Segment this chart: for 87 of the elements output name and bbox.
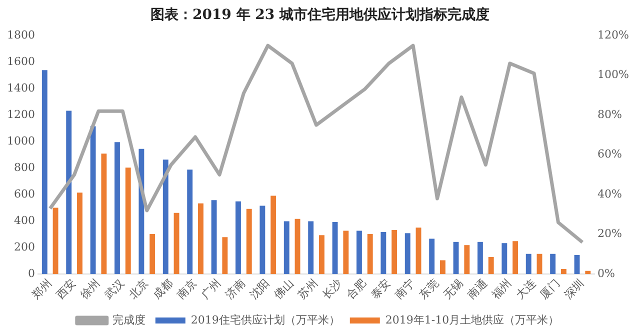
y2-tick-label: 80%	[598, 108, 622, 121]
y-tick-label: 1400	[6, 81, 35, 94]
bar	[574, 255, 580, 274]
bar	[536, 254, 542, 274]
bar	[392, 230, 398, 274]
bar	[512, 241, 518, 274]
bar	[187, 170, 193, 274]
y-tick-label: 1800	[6, 28, 35, 42]
x-tick-label: 东莞	[416, 276, 442, 302]
bar	[343, 230, 349, 274]
bar	[52, 208, 58, 274]
y-tick-label: 800	[14, 160, 35, 174]
y2-tick-label: 120%	[598, 28, 630, 42]
bar	[429, 238, 435, 274]
bar	[502, 243, 508, 274]
y2-tick-label: 20%	[598, 227, 622, 240]
x-tick-label: 成都	[150, 276, 176, 302]
y2-tick-label: 100%	[598, 68, 630, 82]
bar	[318, 235, 324, 274]
bar	[356, 230, 362, 274]
bar	[198, 203, 204, 274]
bar	[294, 218, 300, 274]
bar	[101, 154, 107, 274]
x-tick-label: 深圳	[562, 276, 587, 302]
x-tick-label: 长沙	[320, 276, 345, 302]
bar	[284, 221, 290, 274]
bar	[453, 242, 459, 274]
x-tick-label: 南京	[174, 276, 200, 302]
legend-label: 2019年1-10月土地供应（万平米）	[385, 313, 560, 326]
bar	[90, 126, 96, 274]
x-tick-label: 北京	[126, 276, 152, 302]
x-tick-label: 南宁	[392, 276, 418, 302]
y2-tick-label: 0%	[598, 266, 616, 280]
bar	[477, 242, 483, 274]
bar	[211, 200, 217, 274]
x-tick-label: 南通	[465, 276, 490, 302]
chart-title: 图表：2019 年 23 城市住宅用地供应计划指标完成度	[149, 6, 491, 25]
x-tick-label: 苏州	[296, 276, 320, 302]
x-tick-label: 沈阳	[247, 276, 272, 302]
bar	[526, 254, 532, 274]
bar	[246, 208, 252, 274]
x-tick-label: 徐州	[78, 276, 103, 302]
bar	[125, 168, 131, 274]
bar	[162, 160, 168, 274]
y-tick-label: 1000	[6, 134, 35, 148]
bar	[114, 142, 120, 274]
y2-tick-label: 40%	[598, 187, 622, 200]
bar	[150, 234, 156, 274]
bar	[236, 201, 241, 274]
bar	[380, 232, 386, 274]
bar	[550, 254, 556, 274]
bar	[332, 222, 338, 274]
bar	[367, 234, 373, 274]
bar	[440, 260, 446, 274]
x-tick-label: 合肥	[344, 276, 369, 302]
bar	[42, 70, 48, 274]
x-tick-label: 福州	[489, 276, 514, 302]
bar	[308, 221, 314, 274]
bar	[416, 228, 422, 274]
x-tick-label: 泰安	[368, 276, 394, 302]
x-tick-label: 厦门	[538, 276, 562, 302]
x-tick-label: 佛山	[271, 276, 296, 302]
y-tick-label: 400	[14, 214, 35, 227]
bar	[66, 110, 72, 274]
bar	[270, 196, 276, 274]
x-tick-label: 西安	[54, 276, 78, 302]
y-tick-label: 600	[14, 187, 35, 200]
x-tick-label: 济南	[223, 276, 248, 302]
x-tick-label: 广州	[198, 276, 224, 302]
bar	[404, 233, 410, 274]
bar	[560, 268, 566, 274]
y-tick-label: 1200	[6, 108, 35, 121]
y-tick-label: 1600	[6, 54, 35, 68]
bar	[222, 237, 228, 274]
bar	[464, 245, 470, 274]
bar	[488, 257, 494, 274]
x-tick-label: 大连	[513, 276, 538, 302]
x-tick-label: 无锡	[440, 276, 466, 302]
bar	[585, 270, 591, 274]
bar	[174, 212, 180, 274]
y-tick-label: 200	[14, 240, 35, 254]
x-tick-label: 武汉	[102, 276, 127, 302]
y2-tick-label: 60%	[598, 148, 622, 161]
legend-label: 完成度	[112, 313, 146, 326]
bar	[77, 192, 82, 274]
legend-label: 2019住宅供应计划（万平米）	[190, 313, 340, 326]
bar	[260, 206, 266, 274]
